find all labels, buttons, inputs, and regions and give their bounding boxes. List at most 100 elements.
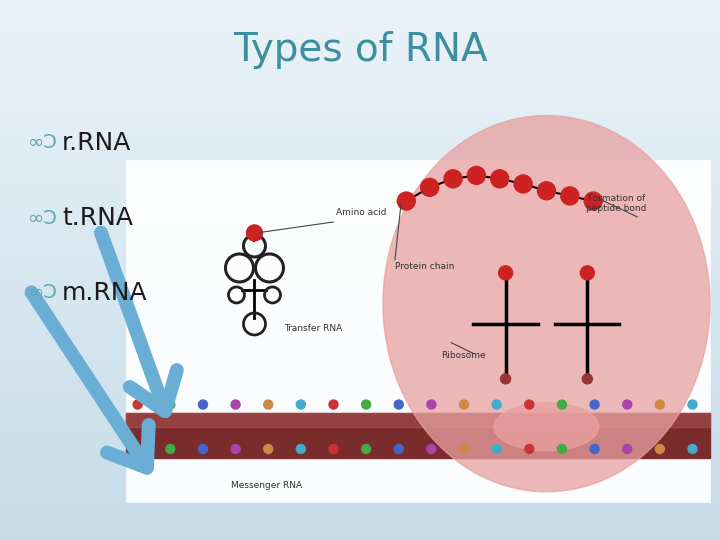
Bar	[0, 200, 720, 202]
Bar	[0, 451, 720, 454]
Bar	[0, 208, 720, 211]
Bar	[0, 491, 720, 494]
Circle shape	[500, 374, 510, 384]
Circle shape	[561, 187, 579, 205]
Bar	[0, 346, 720, 348]
Bar	[0, 248, 720, 251]
Bar	[0, 319, 720, 321]
Bar	[0, 410, 720, 413]
Circle shape	[655, 400, 665, 409]
Circle shape	[246, 225, 263, 241]
Bar	[0, 505, 720, 508]
Bar	[0, 165, 720, 167]
Bar	[0, 529, 720, 532]
Bar	[0, 54, 720, 57]
Bar	[0, 370, 720, 373]
Bar	[0, 221, 720, 224]
Text: Messenger RNA: Messenger RNA	[231, 481, 302, 490]
Circle shape	[231, 400, 240, 409]
Bar	[0, 405, 720, 408]
Bar	[0, 502, 720, 505]
Bar	[0, 459, 720, 462]
Bar	[0, 267, 720, 270]
Bar	[0, 154, 720, 157]
Circle shape	[498, 266, 513, 280]
Bar	[0, 497, 720, 500]
Bar	[0, 27, 720, 30]
Text: t.RNA: t.RNA	[62, 206, 133, 230]
Ellipse shape	[494, 403, 599, 451]
Bar	[0, 135, 720, 138]
Bar	[0, 235, 720, 238]
Bar	[0, 356, 720, 359]
Bar	[0, 57, 720, 59]
Circle shape	[623, 400, 631, 409]
Circle shape	[199, 400, 207, 409]
Bar	[0, 535, 720, 537]
Bar	[0, 5, 720, 8]
Bar	[0, 178, 720, 181]
Bar	[0, 281, 720, 284]
Bar	[0, 11, 720, 14]
Bar	[0, 362, 720, 364]
Bar	[0, 162, 720, 165]
Circle shape	[395, 444, 403, 454]
Circle shape	[525, 444, 534, 454]
Bar	[0, 310, 720, 313]
Circle shape	[557, 400, 567, 409]
Bar	[0, 275, 720, 278]
Circle shape	[329, 444, 338, 454]
Bar	[0, 116, 720, 119]
Bar	[0, 8, 720, 11]
Bar	[0, 367, 720, 370]
Circle shape	[329, 400, 338, 409]
Bar	[0, 381, 720, 383]
Bar	[0, 313, 720, 316]
Text: Transfer RNA: Transfer RNA	[284, 324, 342, 333]
Bar	[0, 510, 720, 513]
Circle shape	[688, 400, 697, 409]
Bar	[0, 14, 720, 16]
Bar	[0, 521, 720, 524]
Bar	[0, 378, 720, 381]
Bar	[0, 176, 720, 178]
Bar	[0, 516, 720, 518]
Circle shape	[582, 374, 593, 384]
Bar	[0, 429, 720, 432]
Bar	[0, 448, 720, 451]
Bar	[0, 68, 720, 70]
Bar	[0, 443, 720, 445]
Bar	[0, 76, 720, 78]
Bar	[0, 348, 720, 351]
Bar	[0, 513, 720, 516]
Bar	[0, 148, 720, 151]
Bar	[0, 373, 720, 375]
Bar	[0, 364, 720, 367]
Bar	[0, 181, 720, 184]
Bar	[0, 205, 720, 208]
Bar	[0, 192, 720, 194]
Text: ∞Ɔ: ∞Ɔ	[28, 208, 58, 227]
Bar	[0, 284, 720, 286]
Bar	[0, 22, 720, 24]
Bar	[0, 124, 720, 127]
Bar	[0, 89, 720, 92]
Bar	[0, 526, 720, 529]
Text: m.RNA: m.RNA	[62, 281, 148, 305]
Circle shape	[427, 400, 436, 409]
Bar	[0, 321, 720, 324]
Bar	[0, 302, 720, 305]
Bar	[0, 478, 720, 481]
Bar	[0, 532, 720, 535]
Bar	[0, 189, 720, 192]
Circle shape	[514, 175, 532, 193]
Bar	[0, 100, 720, 103]
Bar	[0, 43, 720, 46]
Bar	[0, 446, 720, 448]
Bar	[0, 494, 720, 497]
Bar	[0, 170, 720, 173]
Bar	[0, 3, 720, 5]
Bar	[0, 197, 720, 200]
Bar	[0, 467, 720, 470]
Bar	[0, 402, 720, 405]
